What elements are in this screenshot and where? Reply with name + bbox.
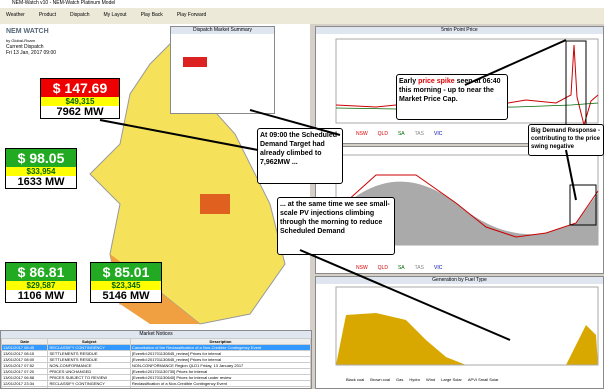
region-value: $33,954	[6, 167, 76, 176]
legend: NSW QLD SA TAS VIC	[356, 131, 442, 137]
callout: ... at the same time we see small-scale …	[277, 197, 395, 255]
current-time: Fri 13 Jan, 2017 09:00	[6, 50, 57, 56]
legend-item: Wind	[426, 377, 436, 382]
legend: NSW QLD SA TAS VIC	[356, 265, 442, 271]
legend-item: TAS	[414, 265, 424, 271]
toolbar-item: Weather	[6, 12, 25, 18]
region-box: $ 86.81 $29,587 1106 MW	[5, 262, 77, 303]
notices-panel: Market Notices Date Subject Description 13/…	[0, 330, 312, 389]
table-cell: 12/01/2017 23:24	[1, 386, 49, 388]
region-demand: 5146 MW	[102, 290, 150, 302]
legend-item: TAS	[414, 131, 424, 137]
region-price: $ 86.81	[6, 263, 76, 281]
callout-highlight: price spike	[418, 78, 455, 85]
title-bar: NEM-Watch v10 - NEM-Watch Platinum Model	[0, 0, 604, 8]
logo-by: by Global-Roam	[6, 38, 35, 43]
legend-item: Hydro	[409, 377, 421, 382]
panel-title: Generation by Fuel Type	[316, 277, 603, 284]
map-marker	[200, 194, 230, 214]
callout: At 09:00 the Scheduled Demand Target had…	[257, 128, 343, 184]
legend-item: VIC	[433, 265, 443, 271]
toolbar: Weather Product Dispatch My Layout Play Back…	[0, 8, 604, 24]
region-demand: 7962 MW	[56, 106, 104, 118]
region-price: $ 98.05	[6, 149, 76, 167]
panel-title: Market Notices	[1, 331, 311, 338]
callout: Big Demand Response - contributing to th…	[528, 124, 604, 156]
region-demand: 1106 MW	[17, 290, 65, 302]
legend-item: APVI Small Solar	[467, 377, 499, 382]
notices-table: Date Subject Description 13/01/2017 08:45 RE…	[1, 338, 311, 388]
panel-title: Dispatch Market Summary	[171, 27, 274, 34]
callout: Early price spike seen at 06:40 this mor…	[396, 74, 508, 120]
region-value: $49,315	[41, 97, 119, 106]
legend-item: QLD	[377, 265, 388, 271]
region-box: $ 147.69 $49,315 7962 MW	[40, 78, 120, 119]
toolbar-item: My Layout	[103, 12, 127, 18]
legend-item: NSW	[356, 265, 368, 271]
legend-item: Black coal	[346, 377, 365, 382]
legend: Black coal Brown coal Gas Hydro Wind Large So…	[346, 377, 499, 382]
callout-text: Early	[399, 78, 419, 85]
toolbar-item: Dispatch	[70, 12, 90, 18]
table-cell: RECLASSIFY CONTINGENCY	[47, 386, 131, 388]
fuel-plot	[335, 286, 599, 366]
toolbar-item: Play Back	[140, 12, 163, 18]
legend-item: Brown coal	[370, 377, 391, 382]
logo: NEM WATCH	[6, 28, 49, 35]
legend-item: SA	[397, 131, 405, 137]
cell-highlight	[183, 57, 207, 67]
table-row: 12/01/2017 23:24RECLASSIFY CONTINGENCYCa…	[1, 386, 311, 388]
legend-item: QLD	[377, 131, 388, 137]
region-box: $ 85.01 $23,345 5146 MW	[90, 262, 162, 303]
legend-item: Gas	[396, 377, 404, 382]
region-demand: 1633 MW	[17, 176, 65, 188]
legend-item: VIC	[433, 131, 443, 137]
legend-item: Large Solar	[441, 377, 462, 382]
region-price: $ 85.01	[91, 263, 161, 281]
summary-panel: Dispatch Market Summary	[170, 26, 275, 114]
panel-title: 5min Point Price	[316, 27, 603, 34]
table-cell: Cancellation of the Reclassification of …	[129, 386, 311, 388]
toolbar-item: Product	[38, 12, 57, 18]
fuel-chart: Generation by Fuel Type Black coal Brown …	[315, 276, 604, 389]
region-price: $ 147.69	[41, 79, 119, 97]
region-value: $29,587	[6, 281, 76, 290]
region-box: $ 98.05 $33,954 1633 MW	[5, 148, 77, 189]
toolbar-item: Play Forward	[176, 12, 207, 18]
legend-item: SA	[397, 265, 405, 271]
current-label: Current Dispatch	[6, 44, 44, 50]
legend-item: NSW	[356, 131, 368, 137]
region-value: $23,345	[91, 281, 161, 290]
